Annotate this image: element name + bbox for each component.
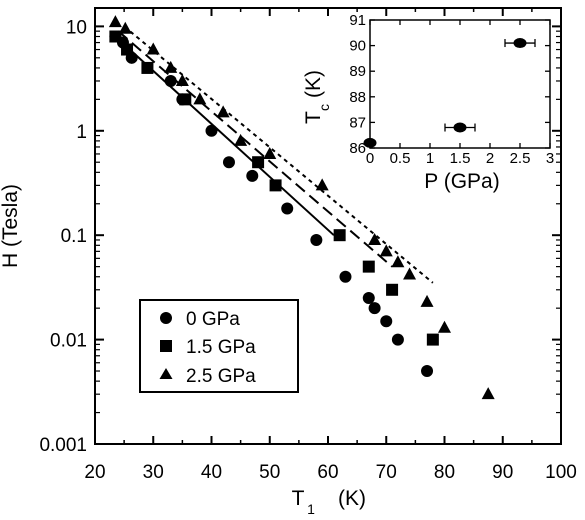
data-point-circle: [222, 156, 235, 169]
data-point-triangle: [368, 232, 382, 245]
data-point-triangle: [216, 105, 230, 118]
data-point-square: [121, 43, 134, 56]
y-tick-label: 0.01: [50, 331, 87, 352]
data-point-square: [141, 61, 154, 74]
inset-x-axis-title: P (GPa): [424, 170, 499, 193]
data-point-triangle: [146, 42, 160, 55]
inset-plot: 0 0.5 1 1.5 2 2.5 3 86 87 88 89 90 91 P (GPa) T c (K…: [302, 12, 554, 193]
x-tick-label: 70: [376, 462, 397, 483]
inset-x-tick-label: 2.5: [510, 150, 531, 167]
inset-y-tick-label: 89: [349, 63, 366, 80]
inset-x-tick-label: 1.5: [450, 150, 471, 167]
inset-y-axis-title-symbol: T: [302, 111, 325, 124]
inset-y-tick-label: 86: [349, 140, 366, 157]
x-tick-label: 40: [201, 462, 222, 483]
y-tick-label: 0.1: [61, 226, 87, 247]
data-point-triangle: [438, 320, 451, 333]
data-point-circle: [164, 74, 177, 87]
legend-marker-circle: [160, 312, 172, 324]
fit-line-1.5-gpa: [117, 30, 393, 268]
data-point-circle: [205, 124, 218, 137]
inset-x-tick-label: 2: [486, 150, 494, 167]
x-tick-label: 20: [84, 462, 105, 483]
data-point-circle: [362, 292, 375, 305]
inset-data-points: [363, 38, 536, 148]
inset-data-point: [453, 122, 467, 133]
inset-x-tick-label: 0.5: [390, 150, 411, 167]
x-tick-label: 90: [492, 462, 513, 483]
inset-axes: 0 0.5 1 1.5 2 2.5 3 86 87 88 89 90 91: [349, 12, 554, 167]
data-point-circle: [380, 315, 393, 328]
inset-y-tick-label: 88: [349, 89, 366, 106]
data-point-triangle: [379, 244, 393, 257]
data-point-triangle: [403, 267, 417, 280]
data-point-square: [252, 156, 265, 169]
inset-data-point: [363, 137, 377, 148]
data-point-circle: [310, 233, 323, 246]
legend-label-1.5gpa: 1.5 GPa: [186, 337, 256, 358]
data-point-triangle: [234, 133, 248, 146]
main-x-axis-title: T 1 (K): [292, 487, 366, 517]
data-point-circle: [246, 169, 259, 182]
legend-item-2.5gpa: 2.5 GPa: [159, 366, 256, 387]
inset-y-axis-title-subscript: c: [316, 104, 332, 111]
data-point-triangle: [164, 60, 178, 73]
fit-line-2.5-gpa: [123, 25, 434, 284]
inset-y-tick-label: 87: [349, 114, 366, 131]
data-point-triangle: [420, 294, 434, 307]
data-point-circle: [339, 270, 352, 283]
y-tick-label: 1: [76, 122, 87, 143]
data-point-circle: [421, 365, 434, 378]
data-point-square: [109, 30, 122, 43]
legend: 0 GPa 1.5 GPa 2.5 GPa: [139, 299, 299, 393]
x-tick-label: 80: [434, 462, 455, 483]
x-tick-label: 30: [143, 462, 164, 483]
y-tick-label: 10: [66, 17, 87, 38]
data-point-triangle: [118, 21, 132, 34]
legend-label-2.5gpa: 2.5 GPa: [186, 366, 256, 387]
main-data-points: [108, 15, 495, 400]
data-point-circle: [281, 202, 294, 215]
data-point-circle: [368, 302, 381, 315]
x-tick-label: 100: [545, 462, 577, 483]
data-point-square: [426, 333, 439, 346]
y-axis-title: H (Tesla): [0, 184, 22, 268]
x-axis-title-subscript: 1: [307, 501, 315, 517]
data-point-triangle: [175, 73, 189, 86]
x-axis-title-unit: (K): [338, 487, 366, 510]
data-point-triangle: [263, 146, 277, 159]
y-tick-label: 0.001: [39, 435, 87, 456]
data-point-triangle: [108, 15, 122, 28]
x-tick-label: 60: [317, 462, 338, 483]
series-2.5-gpa: [108, 15, 495, 400]
series-1.5-gpa: [109, 30, 439, 346]
data-point-triangle: [193, 92, 207, 105]
legend-marker-square: [160, 340, 172, 352]
legend-item-0gpa: 0 GPa: [160, 309, 240, 330]
inset-data-point: [513, 38, 527, 49]
data-point-square: [386, 283, 399, 296]
data-point-square: [269, 179, 282, 192]
inset-y-tick-label: 91: [349, 12, 366, 29]
inset-x-tick-label: 3: [546, 150, 554, 167]
x-axis-title-symbol: T: [292, 487, 305, 510]
x-tick-label: 50: [259, 462, 280, 483]
legend-item-1.5gpa: 1.5 GPa: [160, 337, 256, 358]
data-point-triangle: [315, 178, 329, 191]
data-point-circle: [391, 333, 404, 346]
legend-marker-triangle: [159, 368, 173, 379]
inset-y-axis-title: T c (K): [302, 70, 332, 124]
inset-x-tick-label: 0: [366, 150, 374, 167]
legend-label-0gpa: 0 GPa: [186, 309, 240, 330]
data-point-triangle: [391, 255, 405, 268]
inset-y-tick-label: 90: [349, 38, 366, 55]
data-point-square: [179, 93, 192, 106]
data-point-square: [362, 260, 375, 273]
inset-x-tick-label: 1: [426, 150, 434, 167]
inset-y-axis-title-unit: (K): [302, 70, 325, 98]
data-point-square: [333, 229, 346, 242]
data-point-triangle: [481, 387, 495, 400]
